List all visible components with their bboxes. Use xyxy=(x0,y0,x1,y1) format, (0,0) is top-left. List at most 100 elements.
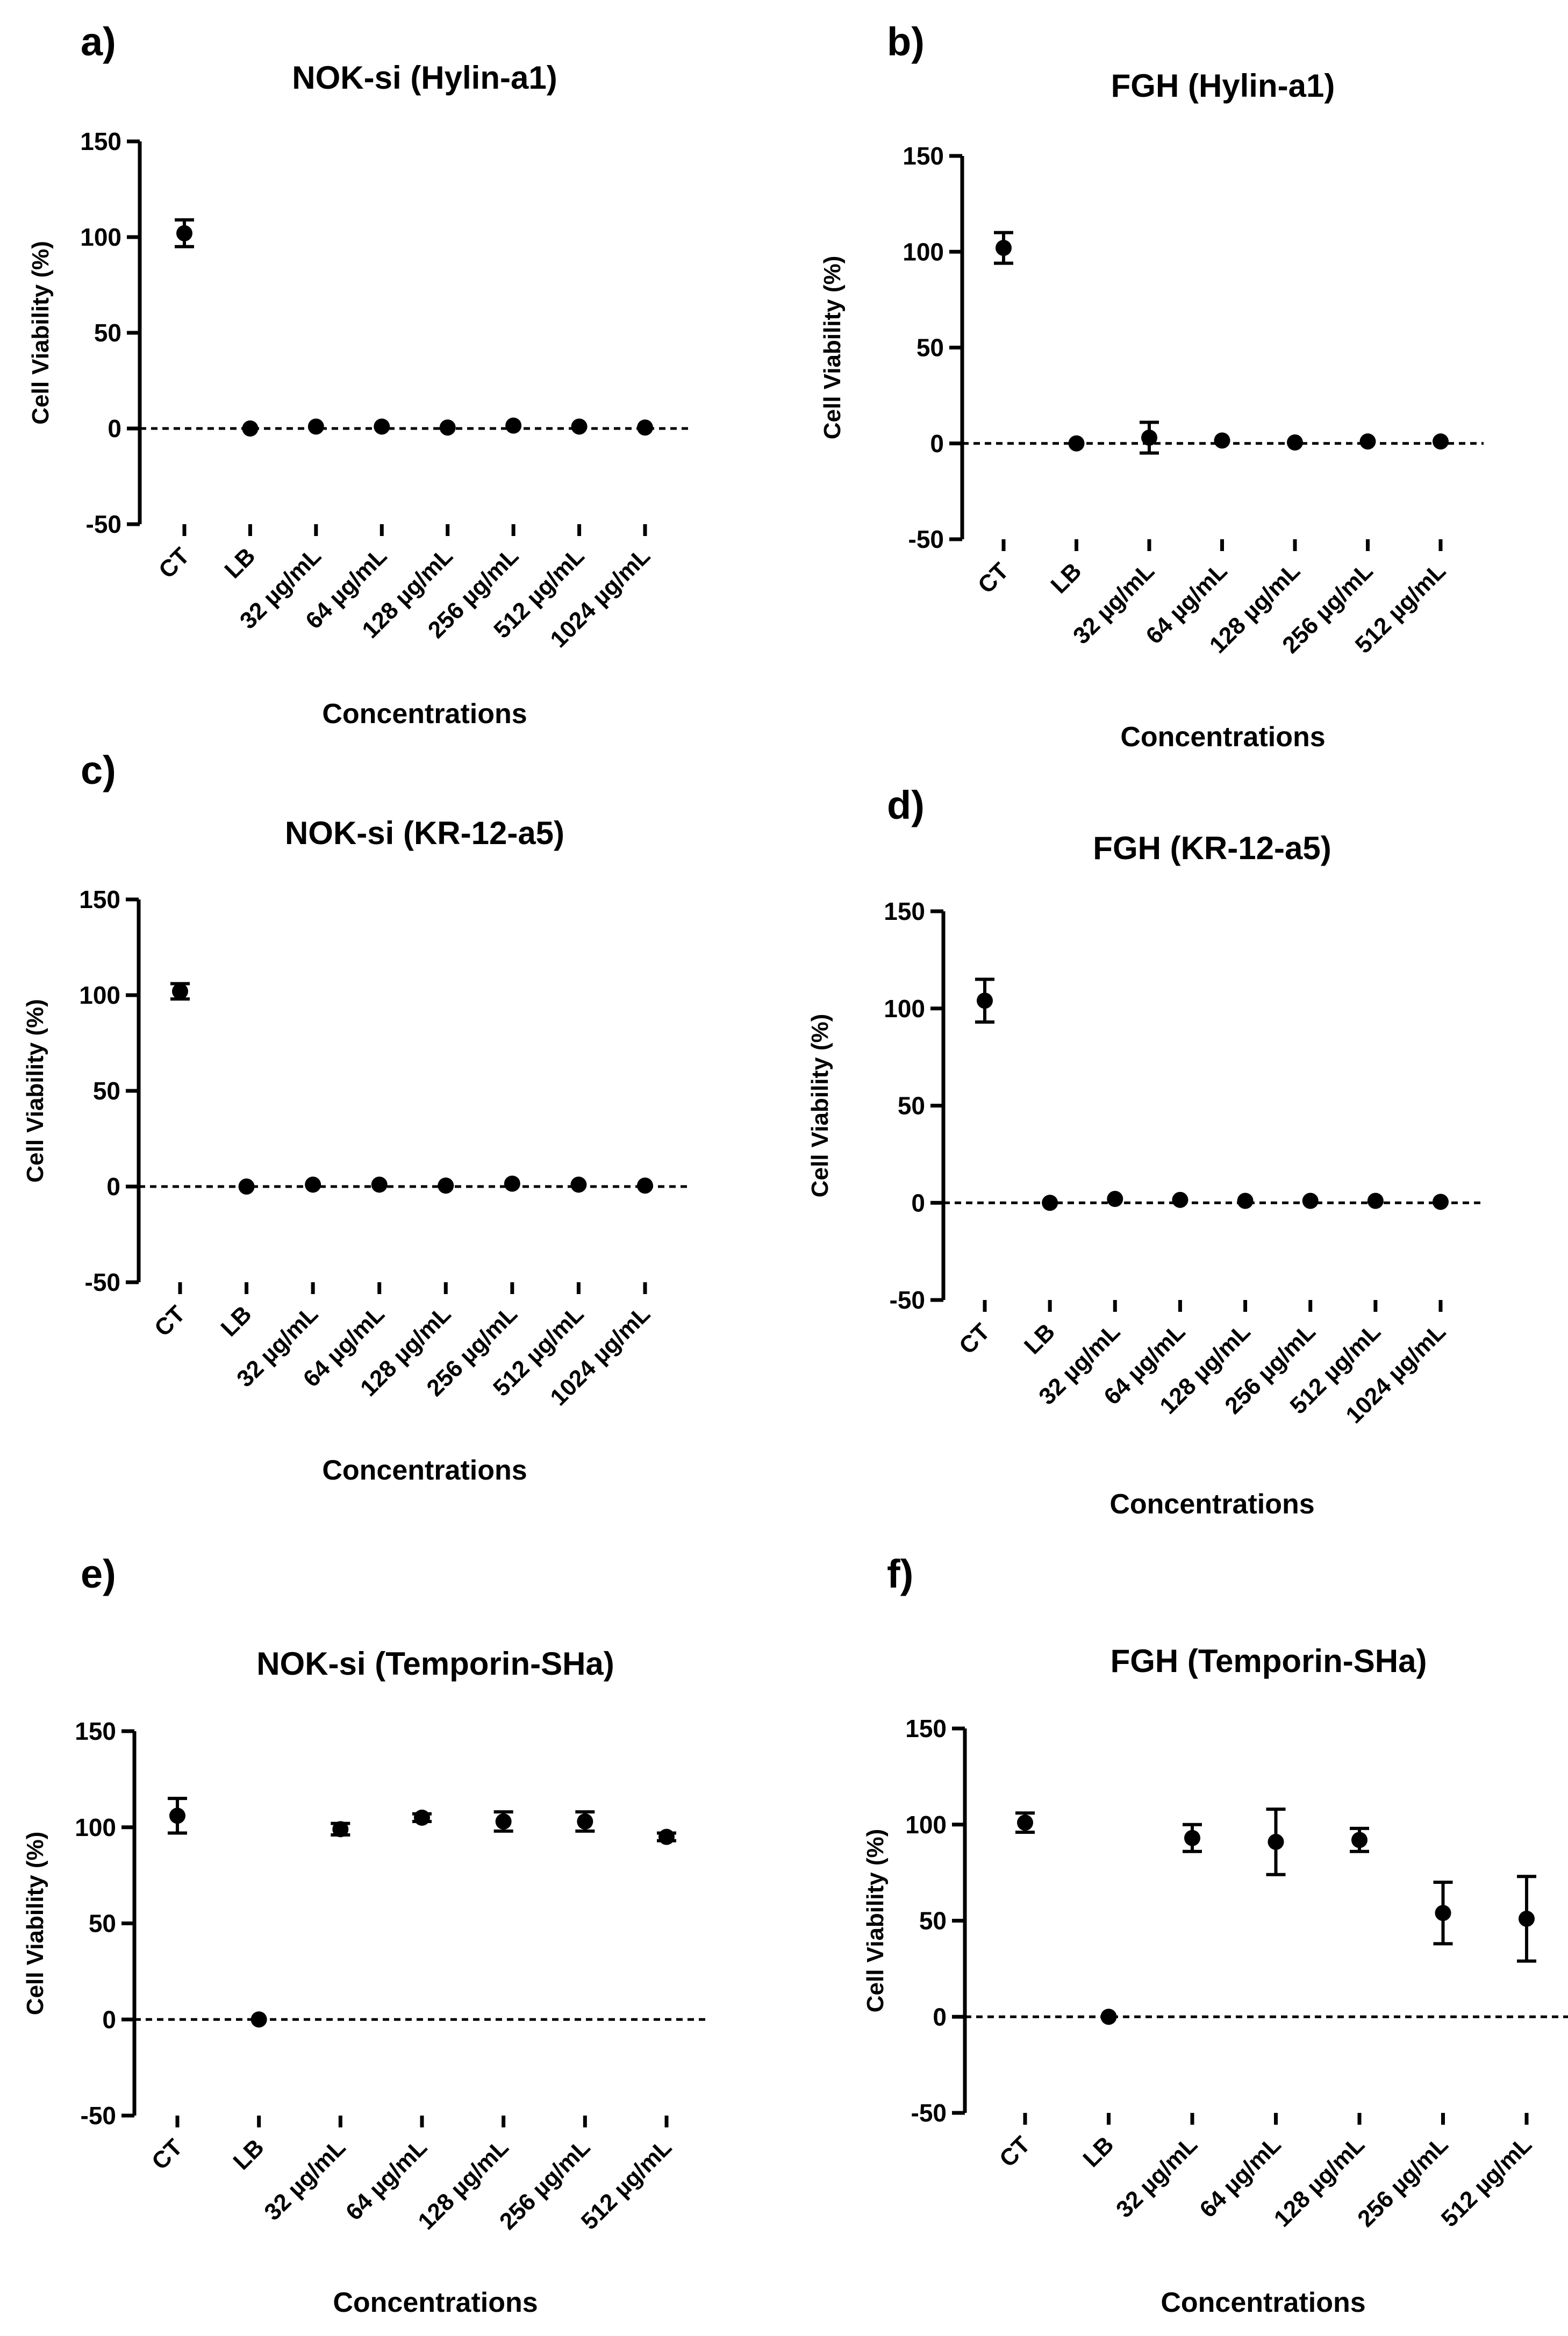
data-point xyxy=(1184,1830,1200,1846)
panel-label: b) xyxy=(887,19,925,64)
data-point xyxy=(371,1176,388,1193)
y-tick-label: -50 xyxy=(908,525,944,553)
data-point xyxy=(658,1828,675,1845)
data-point xyxy=(1107,1191,1123,1208)
data-point xyxy=(438,1177,454,1194)
data-point xyxy=(1433,433,1449,450)
chart-svg: FGH (Temporin-SHa) -50 0 50 100 150 Cell Viabi… xyxy=(862,1643,1568,2318)
y-axis-label: Cell Viability (%) xyxy=(22,999,48,1183)
data-point xyxy=(1017,1814,1033,1831)
data-point xyxy=(1351,1832,1367,1848)
x-tick-label: LB xyxy=(1078,2131,1119,2172)
data-point xyxy=(637,1177,653,1194)
y-tick-label: -50 xyxy=(86,510,121,538)
y-tick-label: 50 xyxy=(898,1092,925,1120)
chart-title: NOK-si (KR-12-a5) xyxy=(285,815,564,851)
x-tick-label: CT xyxy=(154,542,195,583)
data-point xyxy=(996,240,1012,256)
data-point xyxy=(1141,430,1157,446)
data-point xyxy=(977,992,993,1009)
data-point xyxy=(1367,1192,1384,1209)
data-point xyxy=(1268,1833,1284,1850)
y-axis-label: Cell Viability (%) xyxy=(22,1832,48,2016)
chart-svg: NOK-si (Temporin-SHa) -50 0 50 100 150 Cell Vi… xyxy=(22,1646,710,2318)
panel-label: c) xyxy=(81,748,116,792)
y-tick-label: 100 xyxy=(905,1811,947,1839)
data-point xyxy=(332,1821,349,1838)
data-point xyxy=(172,983,188,999)
panel-a: a) NOK-si (Hylin-a1) -50 0 50 100 150 Cell Viab… xyxy=(0,0,784,753)
y-axis-label: Cell Viability (%) xyxy=(862,1829,889,2013)
x-axis-label: Concentrations xyxy=(1120,721,1325,753)
y-tick-label: 100 xyxy=(884,995,925,1023)
chart-svg: FGH (KR-12-a5) -50 0 50 100 150 Cell Viability… xyxy=(807,830,1484,1520)
y-tick-label: -50 xyxy=(890,1286,925,1314)
y-tick-label: 0 xyxy=(108,415,121,442)
data-point xyxy=(1068,435,1085,452)
panel-label: f) xyxy=(887,1552,914,1596)
data-point xyxy=(169,1808,185,1824)
data-point xyxy=(305,1176,321,1193)
y-tick-label: 0 xyxy=(102,2005,116,2033)
y-tick-label: 150 xyxy=(80,127,121,155)
y-tick-label: 50 xyxy=(94,319,121,347)
x-tick-label: 128 µg/mL xyxy=(1269,2131,1370,2232)
data-point xyxy=(1237,1192,1254,1209)
data-point xyxy=(1359,433,1376,450)
x-tick-label: CT xyxy=(973,558,1014,598)
chart-svg: NOK-si (KR-12-a5) -50 0 50 100 150 Cell Viabil… xyxy=(22,815,688,1486)
data-point xyxy=(571,418,588,435)
chart-svg: NOK-si (Hylin-a1) -50 0 50 100 150 Cell Viabil… xyxy=(27,60,688,730)
data-point xyxy=(1100,2009,1117,2025)
chart-title: FGH (Hylin-a1) xyxy=(1111,68,1335,104)
y-tick-label: 100 xyxy=(80,223,121,251)
data-point xyxy=(439,419,456,436)
x-tick-label: LB xyxy=(219,542,260,583)
data-point xyxy=(505,417,522,434)
data-point xyxy=(1172,1191,1188,1208)
x-tick-label: CT xyxy=(954,1318,995,1359)
panel-label: e) xyxy=(81,1552,116,1596)
y-axis-label: Cell Viability (%) xyxy=(819,256,846,440)
x-tick-label: CT xyxy=(994,2131,1035,2172)
data-point xyxy=(374,418,390,435)
y-axis-label: Cell Viability (%) xyxy=(27,241,54,425)
x-axis-label: Concentrations xyxy=(1161,2287,1365,2318)
x-tick-label: LB xyxy=(228,2134,269,2175)
x-axis-label: Concentrations xyxy=(333,2287,538,2318)
data-point xyxy=(307,418,324,435)
chart-title: NOK-si (Temporin-SHa) xyxy=(256,1646,614,1682)
x-tick-label: CT xyxy=(149,1301,190,1341)
y-tick-label: 100 xyxy=(75,1813,116,1841)
y-tick-label: 50 xyxy=(917,334,944,362)
data-point xyxy=(1519,1910,1535,1927)
data-point xyxy=(1302,1192,1319,1209)
y-tick-label: 150 xyxy=(75,1717,116,1745)
y-tick-label: 50 xyxy=(919,1907,947,1935)
panel-b: b) FGH (Hylin-a1) -50 0 50 100 150 Cell Viabili… xyxy=(784,0,1568,753)
y-tick-label: 150 xyxy=(79,885,120,913)
data-point xyxy=(242,420,259,437)
y-tick-label: 0 xyxy=(911,1189,925,1217)
panel-f: f) FGH (Temporin-SHa) -50 0 50 100 150 Cell Via… xyxy=(784,1505,1568,2336)
x-tick-label: 512 µg/mL xyxy=(1436,2131,1537,2232)
x-axis-label: Concentrations xyxy=(322,698,527,730)
chart-title: FGH (KR-12-a5) xyxy=(1093,830,1331,866)
data-point xyxy=(577,1813,593,1830)
y-tick-label: 150 xyxy=(884,897,925,925)
x-tick-label: 32 µg/mL xyxy=(1111,2131,1202,2223)
y-tick-label: 150 xyxy=(905,1715,947,1742)
data-point xyxy=(176,225,192,241)
y-tick-label: -50 xyxy=(85,1268,120,1296)
panel-e: e) NOK-si (Temporin-SHa) -50 0 50 100 150 Cell … xyxy=(0,1505,784,2336)
y-tick-label: 0 xyxy=(930,430,944,458)
y-tick-label: 0 xyxy=(933,2003,947,2031)
y-tick-label: 0 xyxy=(106,1173,120,1201)
panel-c: c) NOK-si (KR-12-a5) -50 0 50 100 150 Cell Viab… xyxy=(0,748,784,1505)
x-axis-label: Concentrations xyxy=(1109,1489,1314,1520)
x-tick-label: 256 µg/mL xyxy=(1352,2131,1453,2232)
data-point xyxy=(1287,434,1303,451)
x-tick-label: LB xyxy=(216,1301,257,1341)
y-tick-label: 100 xyxy=(79,981,120,1009)
data-point xyxy=(504,1175,520,1192)
